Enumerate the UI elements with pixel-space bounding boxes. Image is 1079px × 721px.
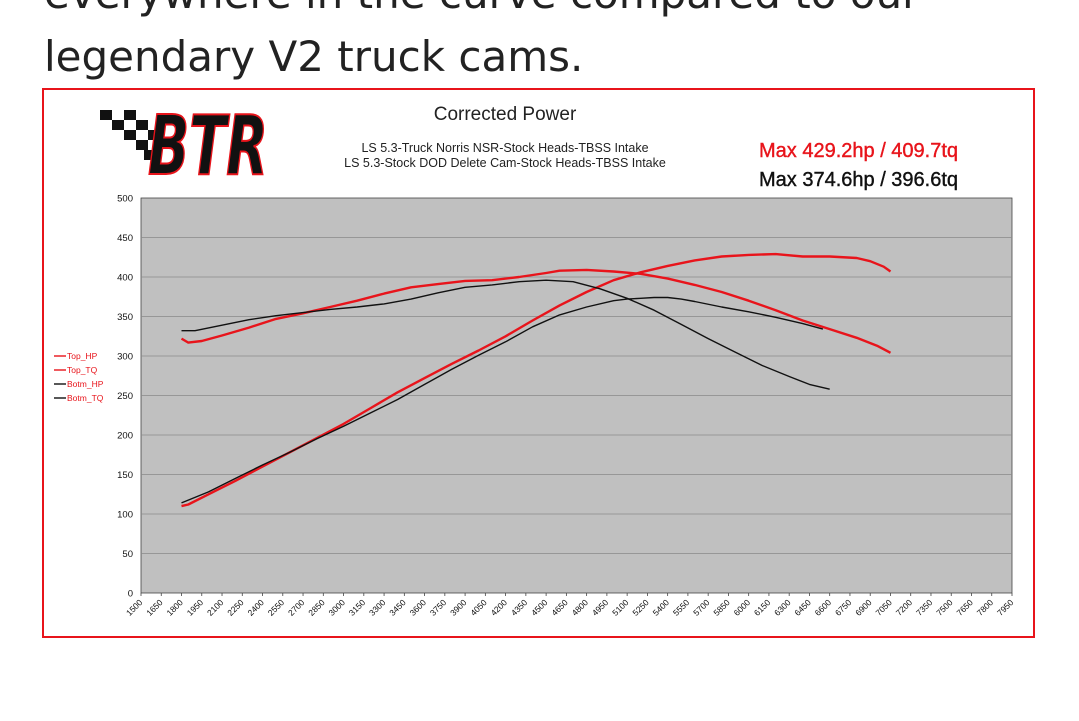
x-tick-label: 5100 (610, 597, 631, 618)
x-tick-label: 6900 (853, 597, 874, 618)
y-tick-label: 450 (117, 233, 133, 244)
x-tick-label: 7200 (894, 597, 915, 618)
x-tick-label: 6300 (772, 597, 793, 618)
y-tick-label: 100 (117, 510, 133, 521)
x-tick-label: 7950 (995, 597, 1016, 618)
x-axis-ticks: 1500 1650 1800 1950 2100 2250 2400 2550 2700 2850… (124, 593, 1016, 618)
x-tick-label: 3300 (367, 597, 388, 618)
x-tick-label: 6750 (833, 597, 854, 618)
legend-label: Top_HP (67, 351, 98, 361)
legend: Top_HP Top_TQ Botm_HP Botm_TQ (54, 351, 104, 403)
btr-logo-text: BTR (148, 99, 268, 194)
series-lines (180, 252, 892, 508)
y-tick-label: 50 (122, 549, 133, 560)
x-tick-label: 7350 (914, 597, 935, 618)
max-label-top: Max 429.2hp / 409.7tq (759, 140, 958, 162)
legend-label: Top_TQ (67, 365, 98, 375)
x-tick-label: 1950 (185, 597, 206, 618)
x-tick-label: 4800 (570, 597, 591, 618)
x-tick-label: 4050 (468, 597, 489, 618)
dyno-chart-svg: BTR Corrected Power LS 5.3-Truck Norris … (54, 98, 1016, 618)
x-tick-label: 3600 (408, 597, 429, 618)
x-tick-label: 3000 (327, 597, 348, 618)
chart-subtitle-1: LS 5.3-Truck Norris NSR-Stock Heads-TBSS… (361, 141, 648, 155)
chart-subtitle-2: LS 5.3-Stock DOD Delete Cam-Stock Heads-… (344, 156, 666, 170)
series-line-top_tq (180, 268, 892, 354)
x-tick-label: 7500 (934, 597, 955, 618)
max-label-bottom: Max 374.6hp / 396.6tq (759, 169, 958, 191)
y-tick-label: 200 (117, 431, 133, 442)
x-tick-label: 5250 (630, 597, 651, 618)
x-tick-label: 2100 (205, 597, 226, 618)
x-tick-label: 4350 (509, 597, 530, 618)
x-tick-label: 7800 (975, 597, 996, 618)
x-tick-label: 3150 (347, 597, 368, 618)
x-tick-label: 1650 (144, 597, 165, 618)
x-tick-label: 2550 (266, 597, 287, 618)
x-tick-label: 3900 (448, 597, 469, 618)
checkered-flag-icon (100, 110, 158, 160)
y-tick-label: 150 (117, 470, 133, 481)
x-tick-label: 2850 (306, 597, 327, 618)
x-tick-label: 2700 (286, 597, 307, 618)
chart-title: Corrected Power (434, 104, 577, 125)
series-line-botm_tq (181, 279, 830, 390)
article-text: everywhere in the curve compared to our … (44, 0, 1064, 88)
x-tick-label: 5850 (711, 597, 732, 618)
legend-label: Botm_HP (67, 379, 104, 389)
x-tick-label: 6450 (792, 597, 813, 618)
y-tick-label: 400 (117, 273, 133, 284)
x-tick-label: 7650 (954, 597, 975, 618)
x-tick-label: 6000 (732, 597, 753, 618)
x-tick-label: 2400 (245, 597, 266, 618)
y-axis-ticks: 0 50 100 150 200 250 300 350 400 450 500 (117, 194, 133, 600)
y-tick-label: 500 (117, 194, 133, 205)
x-tick-label: 1800 (164, 597, 185, 618)
x-tick-label: 5700 (691, 597, 712, 618)
y-tick-label: 300 (117, 352, 133, 363)
article-line-1: everywhere in the curve compared to our (44, 0, 1064, 25)
x-tick-label: 6150 (752, 597, 773, 618)
x-tick-label: 6600 (813, 597, 834, 618)
btr-logo: BTR (100, 98, 269, 195)
x-tick-label: 4650 (549, 597, 570, 618)
x-tick-label: 4950 (590, 597, 611, 618)
x-tick-label: 1500 (124, 597, 145, 618)
x-tick-label: 3750 (428, 597, 449, 618)
y-tick-label: 250 (117, 391, 133, 402)
x-tick-label: 4500 (529, 597, 550, 618)
y-tick-label: 0 (128, 589, 133, 600)
series-line-botm_hp (181, 296, 824, 504)
article-line-2: legendary V2 truck cams. (44, 32, 584, 81)
y-tick-label: 350 (117, 312, 133, 323)
x-tick-label: 4200 (489, 597, 510, 618)
x-tick-label: 5550 (671, 597, 692, 618)
dyno-chart: BTR Corrected Power LS 5.3-Truck Norris … (42, 88, 1035, 638)
x-tick-label: 7050 (873, 597, 894, 618)
legend-label: Botm_TQ (67, 393, 104, 403)
x-tick-label: 2250 (225, 597, 246, 618)
x-tick-label: 3450 (387, 597, 408, 618)
x-tick-label: 5400 (651, 597, 672, 618)
